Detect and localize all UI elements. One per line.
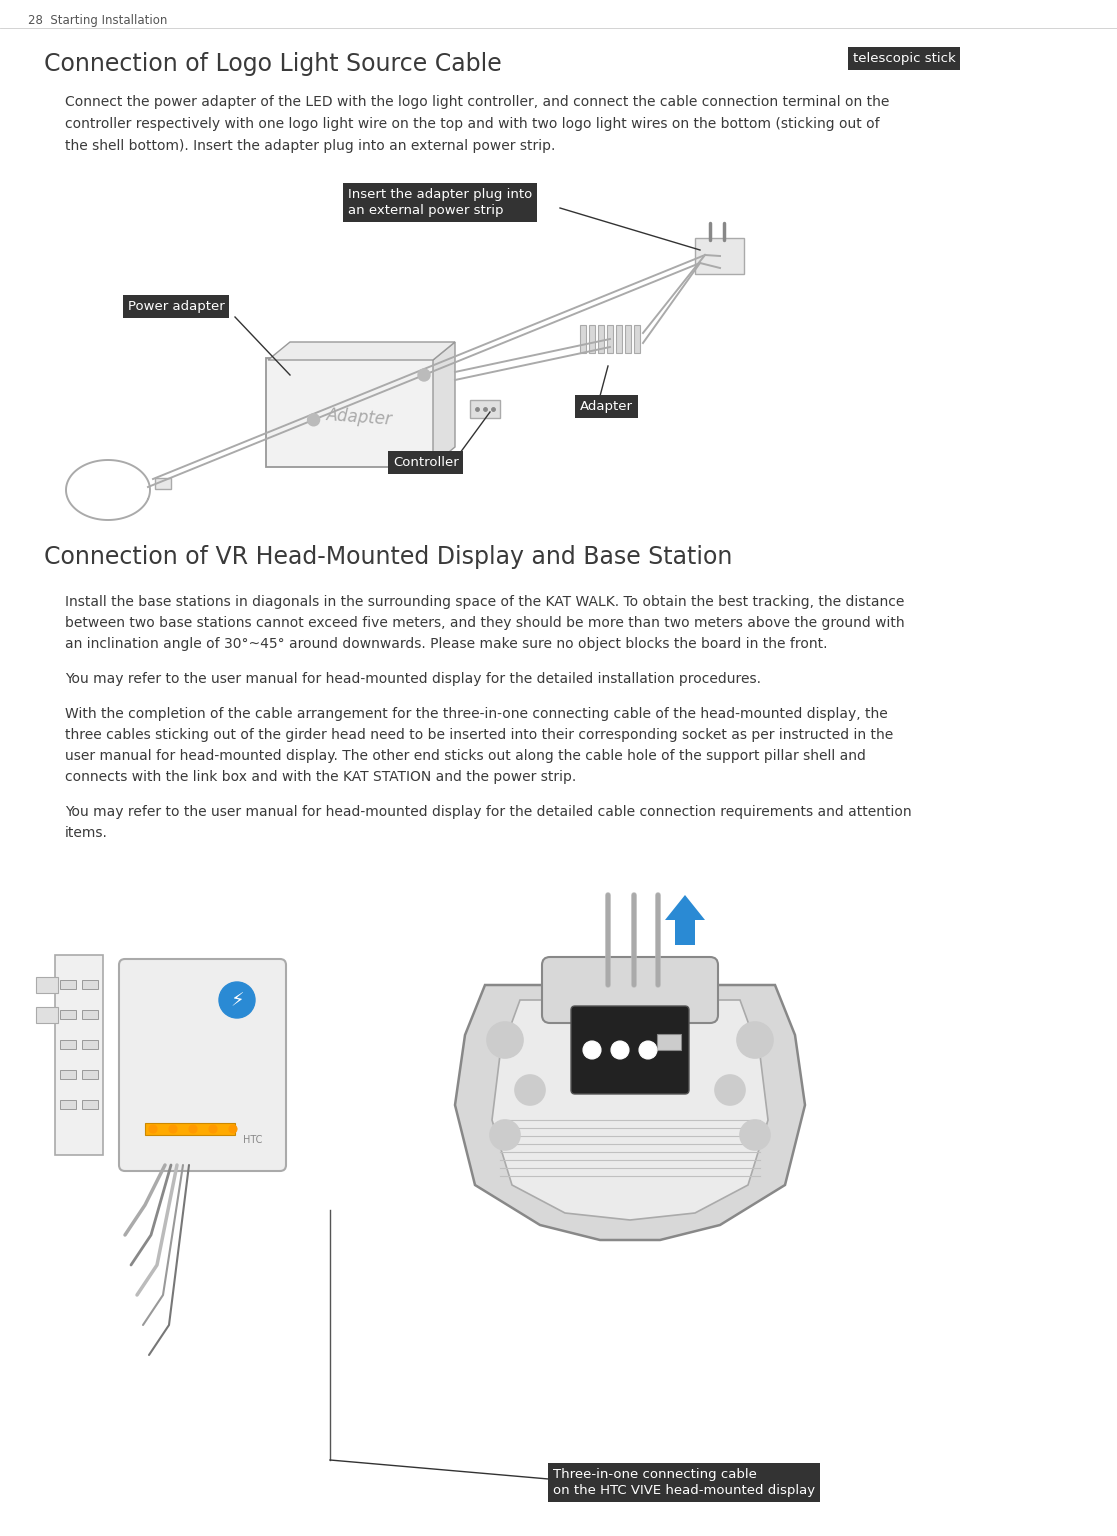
Text: between two base stations cannot exceed five meters, and they should be more tha: between two base stations cannot exceed … [65,616,905,630]
FancyBboxPatch shape [266,358,435,467]
Text: You may refer to the user manual for head-mounted display for the detailed insta: You may refer to the user manual for hea… [65,673,761,687]
Polygon shape [455,985,805,1240]
FancyBboxPatch shape [82,1011,98,1018]
Circle shape [189,1124,197,1134]
Circle shape [307,413,319,425]
Polygon shape [268,343,455,359]
Circle shape [219,982,255,1018]
Circle shape [639,1041,657,1058]
Text: the shell bottom). Insert the adapter plug into an external power strip.: the shell bottom). Insert the adapter pl… [65,138,555,154]
Text: HTC: HTC [242,1135,262,1144]
FancyBboxPatch shape [82,1040,98,1049]
Text: Three-in-one connecting cable
on the HTC VIVE head-mounted display: Three-in-one connecting cable on the HTC… [553,1468,815,1498]
FancyBboxPatch shape [36,977,58,992]
Circle shape [490,1120,521,1150]
Text: Connect the power adapter of the LED with the logo light controller, and connect: Connect the power adapter of the LED wit… [65,95,889,109]
Text: Install the base stations in diagonals in the surrounding space of the KAT WALK.: Install the base stations in diagonals i… [65,594,905,608]
FancyBboxPatch shape [542,957,718,1023]
FancyBboxPatch shape [615,326,622,353]
Polygon shape [433,343,455,465]
Text: controller respectively with one logo light wire on the top and with two logo li: controller respectively with one logo li… [65,117,879,131]
Circle shape [611,1041,629,1058]
Text: Adapter: Adapter [580,399,633,413]
Text: Connection of VR Head-Mounted Display and Base Station: Connection of VR Head-Mounted Display an… [44,545,733,568]
FancyBboxPatch shape [155,478,171,488]
FancyBboxPatch shape [82,1100,98,1109]
FancyBboxPatch shape [60,1071,76,1078]
Circle shape [169,1124,176,1134]
Text: Connection of Logo Light Source Cable: Connection of Logo Light Source Cable [44,52,502,75]
Circle shape [737,1021,773,1058]
Text: 28  Starting Installation: 28 Starting Installation [28,14,168,28]
FancyBboxPatch shape [36,1008,58,1023]
Text: three cables sticking out of the girder head need to be inserted into their corr: three cables sticking out of the girder … [65,728,894,742]
Text: Power adapter: Power adapter [128,300,225,313]
Text: connects with the link box and with the KAT STATION and the power strip.: connects with the link box and with the … [65,770,576,783]
Circle shape [418,369,430,381]
Text: Insert the adapter plug into
an external power strip: Insert the adapter plug into an external… [349,187,532,217]
Polygon shape [491,1000,768,1220]
FancyBboxPatch shape [634,326,640,353]
Text: telescopic stick: telescopic stick [853,52,956,65]
Circle shape [583,1041,601,1058]
Circle shape [515,1075,545,1104]
FancyBboxPatch shape [598,326,604,353]
Text: ⚡: ⚡ [230,992,244,1011]
FancyBboxPatch shape [60,1040,76,1049]
Text: You may refer to the user manual for head-mounted display for the detailed cable: You may refer to the user manual for hea… [65,805,911,819]
FancyBboxPatch shape [55,955,103,1155]
FancyBboxPatch shape [607,326,613,353]
FancyBboxPatch shape [657,1034,681,1051]
FancyBboxPatch shape [580,326,586,353]
FancyBboxPatch shape [82,1071,98,1078]
Polygon shape [665,895,705,945]
FancyBboxPatch shape [60,1011,76,1018]
FancyBboxPatch shape [571,1006,689,1094]
FancyBboxPatch shape [695,238,744,273]
FancyBboxPatch shape [470,399,500,418]
FancyBboxPatch shape [82,980,98,989]
FancyBboxPatch shape [626,326,631,353]
Circle shape [739,1120,770,1150]
Circle shape [229,1124,237,1134]
Circle shape [715,1075,745,1104]
Text: Adapter: Adapter [326,406,393,429]
FancyBboxPatch shape [145,1123,235,1135]
Circle shape [487,1021,523,1058]
FancyBboxPatch shape [120,958,286,1170]
Circle shape [149,1124,157,1134]
FancyBboxPatch shape [60,980,76,989]
Text: an inclination angle of 30°~45° around downwards. Please make sure no object blo: an inclination angle of 30°~45° around d… [65,637,828,651]
FancyBboxPatch shape [60,1100,76,1109]
Text: items.: items. [65,826,108,840]
Circle shape [209,1124,217,1134]
FancyBboxPatch shape [589,326,595,353]
Text: user manual for head-mounted display. The other end sticks out along the cable h: user manual for head-mounted display. Th… [65,750,866,763]
Text: With the completion of the cable arrangement for the three-in-one connecting cab: With the completion of the cable arrange… [65,707,888,720]
Text: Controller: Controller [393,456,459,468]
